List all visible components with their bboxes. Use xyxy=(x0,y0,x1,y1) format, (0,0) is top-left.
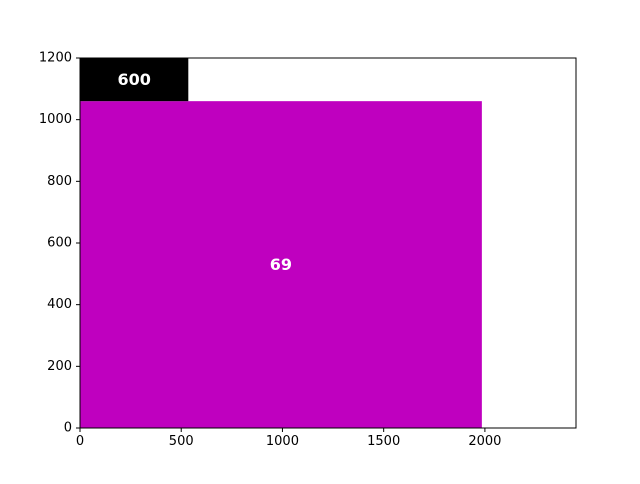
x-axis: 0 500 1000 1500 2000 xyxy=(76,428,501,449)
x-tick-label-4: 2000 xyxy=(468,434,501,449)
treemap-rectangles xyxy=(80,58,482,429)
y-tick-label-2: 400 xyxy=(47,297,72,312)
treemap-rect-1 xyxy=(80,58,189,102)
y-tick-label-6: 1200 xyxy=(39,51,72,66)
x-tick-label-1: 500 xyxy=(169,434,194,449)
treemap-rect-label-1: 600 xyxy=(117,70,150,89)
y-tick-label-3: 600 xyxy=(47,236,72,251)
treemap-rect-0 xyxy=(80,101,482,429)
y-tick-label-1: 200 xyxy=(47,359,72,374)
y-tick-label-4: 800 xyxy=(47,174,72,189)
y-tick-label-0: 0 xyxy=(64,421,72,436)
x-tick-label-2: 1000 xyxy=(266,434,299,449)
x-tick-label-3: 1500 xyxy=(367,434,400,449)
treemap-rect-label-0: 69 xyxy=(270,255,292,274)
x-tick-label-0: 0 xyxy=(76,434,84,449)
y-tick-label-5: 1000 xyxy=(39,112,72,127)
treemap-labels: 69 600 xyxy=(117,70,292,274)
y-axis: 0 200 400 600 800 1000 1200 xyxy=(39,51,80,436)
